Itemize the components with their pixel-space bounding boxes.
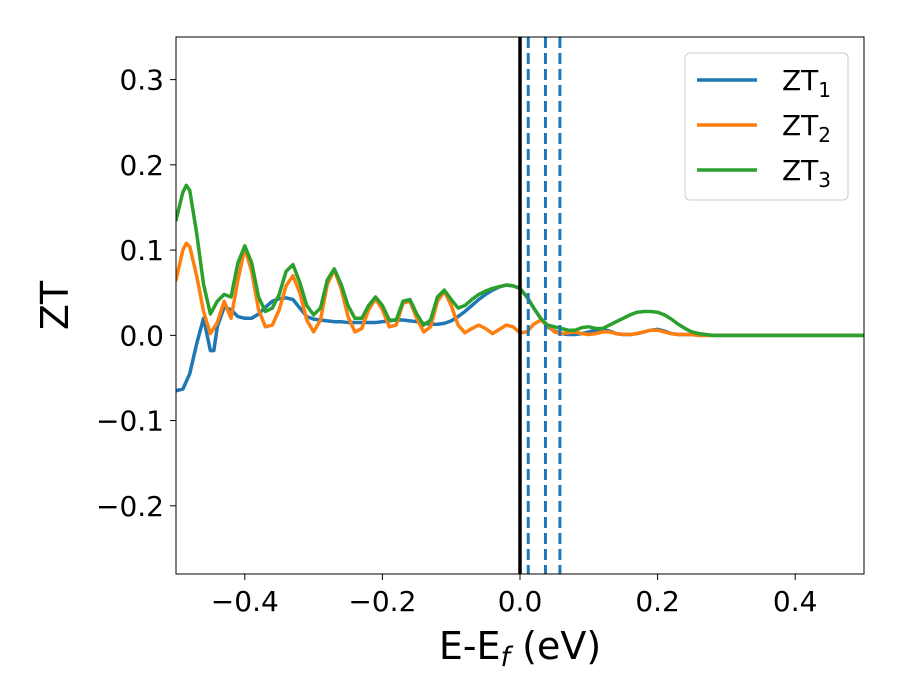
vertical-reference-lines — [518, 37, 562, 574]
x-axis-label-main: E-E — [439, 624, 501, 668]
x-tick-label: 0.4 — [773, 585, 818, 618]
legend-label-sub: 3 — [818, 168, 831, 192]
y-axis-ticks: −0.2 −0.1 0.0 0.1 0.2 0.3 — [96, 64, 176, 523]
legend-label-zt3: ZT3 — [782, 154, 831, 192]
series-line-zt2 — [176, 241, 864, 338]
legend-label-sub: 1 — [818, 78, 831, 102]
legend-label-sub: 2 — [818, 123, 831, 147]
x-axis-label: E-Ef (eV) — [439, 624, 601, 673]
y-tick-label: 0.2 — [119, 149, 164, 182]
y-tick-label: −0.1 — [96, 405, 164, 438]
series-layer — [176, 183, 864, 393]
legend-label-main: ZT — [782, 154, 819, 187]
legend-label-zt2: ZT2 — [782, 109, 831, 147]
x-axis-ticks: −0.4 −0.2 0.0 0.2 0.4 — [211, 574, 818, 618]
y-tick-label: 0.0 — [119, 319, 164, 352]
legend-box — [684, 52, 849, 201]
series-line-zt3 — [176, 183, 864, 338]
y-tick-label: 0.3 — [119, 64, 164, 97]
x-tick-label: −0.4 — [211, 585, 279, 618]
y-tick-label: 0.1 — [119, 234, 164, 267]
x-tick-label: 0.0 — [498, 585, 543, 618]
x-tick-label: −0.2 — [348, 585, 416, 618]
legend-label-main: ZT — [782, 64, 819, 97]
y-tick-label: −0.2 — [96, 490, 164, 523]
y-axis-label: ZT — [33, 280, 77, 330]
legend-label-main: ZT — [782, 109, 819, 142]
legend-label-zt1: ZT1 — [782, 64, 831, 102]
x-tick-label: 0.2 — [635, 585, 680, 618]
x-axis-label-unit: (eV) — [510, 624, 601, 668]
